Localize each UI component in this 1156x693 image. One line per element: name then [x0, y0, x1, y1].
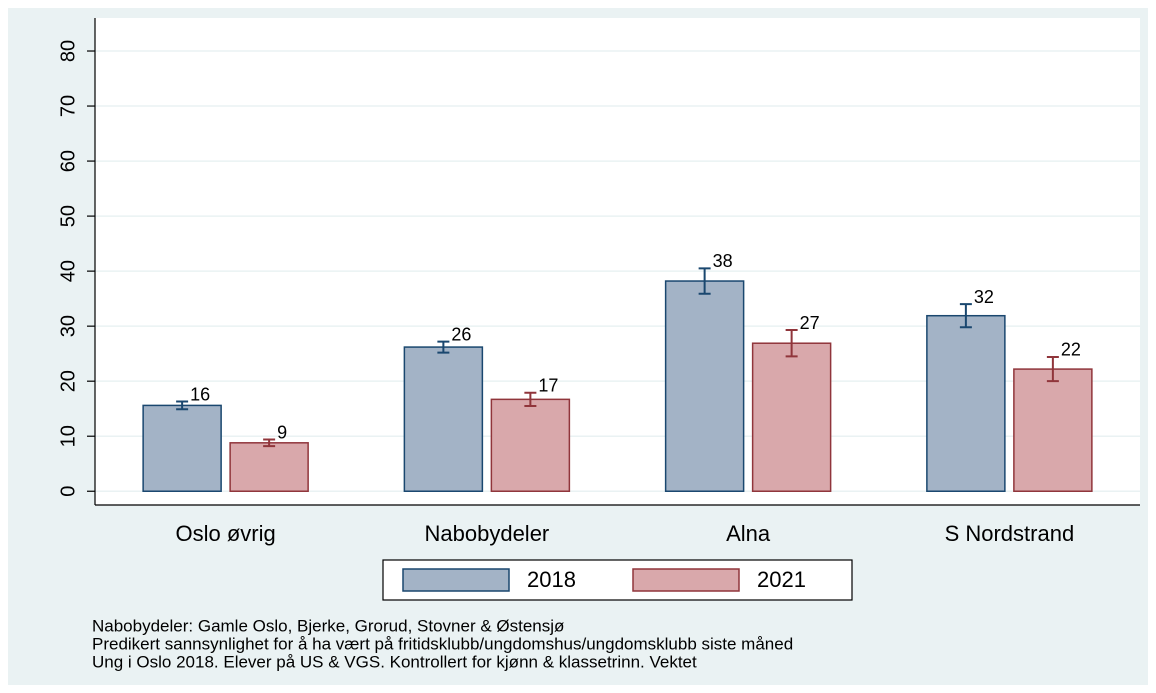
legend-key — [632, 568, 740, 592]
value-label: 38 — [713, 251, 733, 271]
x-tick-label: S Nordstrand — [945, 521, 1075, 546]
bar — [142, 404, 222, 492]
x-tick-label: Oslo øvrig — [176, 521, 276, 546]
y-tick-label: 10 — [57, 425, 79, 447]
y-tick-label: 20 — [57, 370, 79, 392]
legend-label: 2021 — [757, 567, 806, 592]
note: Ung i Oslo 2018. Elever på US & VGS. Kon… — [92, 652, 697, 671]
value-label: 17 — [538, 375, 558, 395]
x-tick-label: Nabobydeler — [425, 521, 550, 546]
y-tick-label: 70 — [57, 95, 79, 117]
y-tick-label: 60 — [57, 150, 79, 172]
error-bar — [176, 400, 189, 411]
error-bar — [1046, 355, 1059, 383]
y-tick-label: 50 — [57, 205, 79, 227]
legend-key — [402, 568, 510, 592]
bar — [403, 346, 484, 492]
error-bar — [437, 340, 450, 354]
error-bar — [785, 329, 798, 358]
bar — [1013, 368, 1093, 492]
y-tick-label: 0 — [57, 486, 79, 497]
value-label: 26 — [451, 324, 471, 344]
error-bar — [263, 438, 276, 448]
value-label: 27 — [800, 313, 820, 333]
note: Predikert sannsynlighet for å ha vært på… — [92, 634, 793, 653]
value-label: 16 — [190, 384, 210, 404]
error-bar — [959, 303, 972, 329]
y-tick-label: 30 — [57, 315, 79, 337]
bar — [751, 342, 832, 492]
bar — [490, 398, 571, 492]
legend-label: 2018 — [527, 567, 576, 592]
bar — [664, 280, 745, 492]
x-tick-label: Alna — [726, 521, 771, 546]
value-label: 9 — [277, 422, 287, 442]
value-label: 32 — [974, 287, 994, 307]
error-bar — [524, 391, 537, 407]
value-label: 22 — [1061, 340, 1081, 360]
y-tick-label: 80 — [57, 40, 79, 62]
bar — [229, 442, 309, 492]
y-tick-label: 40 — [57, 260, 79, 282]
bar — [926, 314, 1006, 492]
note: Nabobydeler: Gamle Oslo, Bjerke, Grorud,… — [92, 616, 564, 635]
error-bar — [698, 267, 711, 295]
